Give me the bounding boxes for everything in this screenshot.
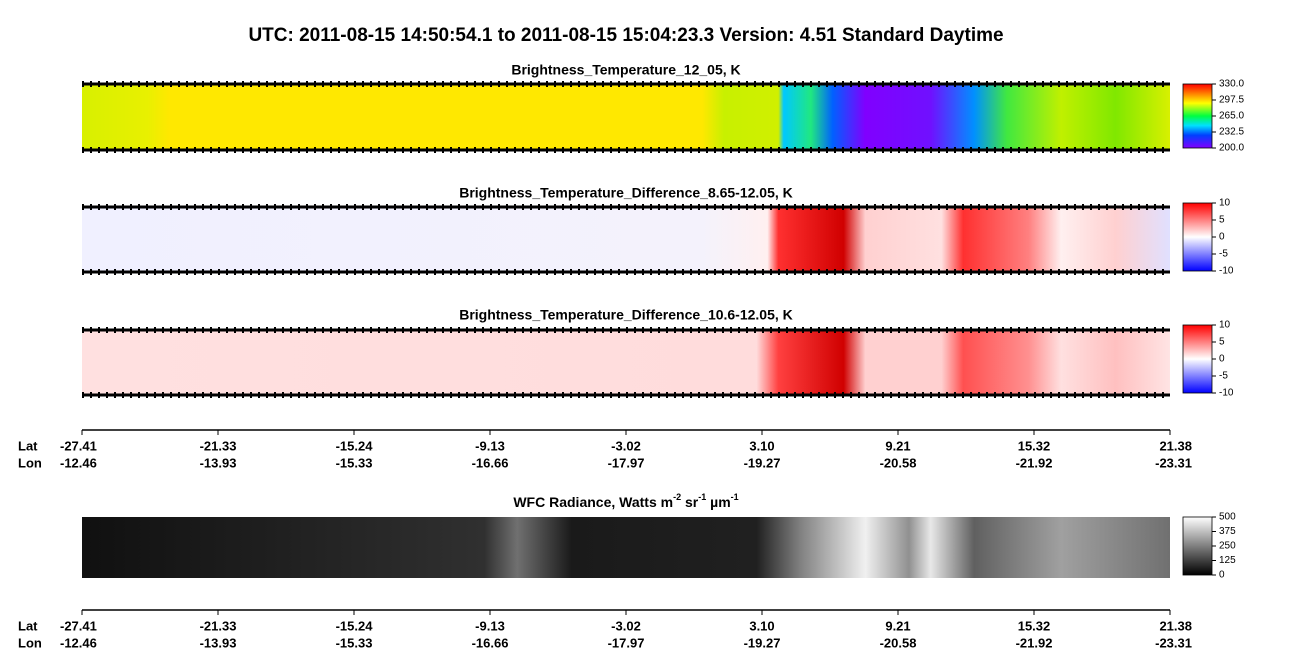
lat-label: -27.41 — [60, 438, 97, 453]
lat-label: 3.10 — [749, 618, 774, 633]
colorbar-tick-label: 5 — [1219, 215, 1225, 226]
colorbar-tick-label: 500 — [1219, 512, 1236, 523]
lon-label: -23.31 — [1155, 635, 1192, 650]
colorbar-tick-label: 250 — [1219, 541, 1236, 552]
lat-label: -3.02 — [611, 618, 641, 633]
lat-label: 9.21 — [885, 438, 910, 453]
lon-label: -19.27 — [744, 635, 781, 650]
lon-label: -12.46 — [60, 455, 97, 470]
title-superscript: -1 — [731, 492, 739, 502]
lat-label: -15.24 — [336, 618, 374, 633]
row-label: Lon — [18, 635, 42, 650]
colorbar-tick-label: 0 — [1219, 354, 1225, 365]
lon-label: -17.97 — [608, 455, 645, 470]
swath-image — [82, 207, 1170, 272]
colorbar-tick-label: 10 — [1219, 320, 1231, 331]
lon-label: -23.31 — [1155, 455, 1192, 470]
figure-title: UTC: 2011-08-15 14:50:54.1 to 2011-08-15… — [248, 25, 1003, 46]
lat-label: 15.32 — [1018, 618, 1051, 633]
lat-label: 3.10 — [749, 438, 774, 453]
lon-label: -21.92 — [1016, 455, 1053, 470]
colorbar-tick-label: 200.0 — [1219, 143, 1244, 154]
lon-label: -13.93 — [200, 635, 237, 650]
lon-label: -19.27 — [744, 455, 781, 470]
colorbar — [1182, 83, 1213, 149]
lat-label: -15.24 — [336, 438, 374, 453]
panel-title: Brightness_Temperature_Difference_10.6-1… — [459, 307, 793, 323]
lon-label: -15.33 — [336, 455, 373, 470]
lon-label: -16.66 — [472, 455, 509, 470]
colorbar-tick-label: 375 — [1219, 526, 1236, 537]
colorbar-tick-label: 5 — [1219, 337, 1225, 348]
colorbar-tick-label: -10 — [1219, 388, 1234, 399]
colorbar-tick-label: 125 — [1219, 555, 1236, 566]
lon-label: -13.93 — [200, 455, 237, 470]
colorbar — [1182, 516, 1213, 576]
colorbar-tick-label: 330.0 — [1219, 79, 1244, 90]
lon-label: -21.92 — [1016, 635, 1053, 650]
lat-label: -21.33 — [200, 438, 237, 453]
panel-title: Brightness_Temperature_12_05, K — [511, 62, 740, 78]
colorbar-tick-label: -5 — [1219, 371, 1228, 382]
colorbar-tick-label: 0 — [1219, 232, 1225, 243]
colorbar-tick-label: -5 — [1219, 249, 1228, 260]
row-label: Lat — [18, 438, 38, 453]
colorbar-tick-label: 10 — [1219, 198, 1231, 209]
lat-label: -27.41 — [60, 618, 97, 633]
lat-label: 15.32 — [1018, 438, 1051, 453]
title-superscript: -1 — [698, 492, 706, 502]
lon-label: -20.58 — [880, 455, 917, 470]
lat-label: -3.02 — [611, 438, 641, 453]
colorbar-tick-label: 232.5 — [1219, 127, 1244, 138]
lat-label: 9.21 — [885, 618, 910, 633]
panel-title: Brightness_Temperature_Difference_8.65-1… — [459, 185, 793, 201]
title-superscript: -2 — [673, 492, 681, 502]
lat-label: -21.33 — [200, 618, 237, 633]
lat-label: -9.13 — [475, 438, 505, 453]
colorbar-tick-label: 297.5 — [1219, 95, 1244, 106]
lon-label: -17.97 — [608, 635, 645, 650]
swath-image — [82, 517, 1170, 578]
swath-image — [82, 84, 1170, 150]
colorbar-tick-label: -10 — [1219, 266, 1234, 277]
lat-label: 21.38 — [1159, 438, 1192, 453]
lat-label: 21.38 — [1159, 618, 1192, 633]
colorbar — [1182, 324, 1213, 394]
lon-label: -16.66 — [472, 635, 509, 650]
panel-title: WFC Radiance, Watts m-2 sr-1 µm-1 — [513, 492, 738, 509]
row-label: Lat — [18, 618, 38, 633]
colorbar-tick-label: 0 — [1219, 570, 1225, 581]
lon-label: -12.46 — [60, 635, 97, 650]
lat-label: -9.13 — [475, 618, 505, 633]
colorbar-tick-label: 265.0 — [1219, 111, 1244, 122]
row-label: Lon — [18, 455, 42, 470]
title-part: sr — [681, 494, 699, 510]
lon-label: -15.33 — [336, 635, 373, 650]
lon-label: -20.58 — [880, 635, 917, 650]
title-part: µm — [706, 494, 730, 510]
swath-image — [82, 330, 1170, 395]
colorbar — [1182, 202, 1213, 272]
title-part: WFC Radiance, Watts m — [513, 494, 673, 510]
